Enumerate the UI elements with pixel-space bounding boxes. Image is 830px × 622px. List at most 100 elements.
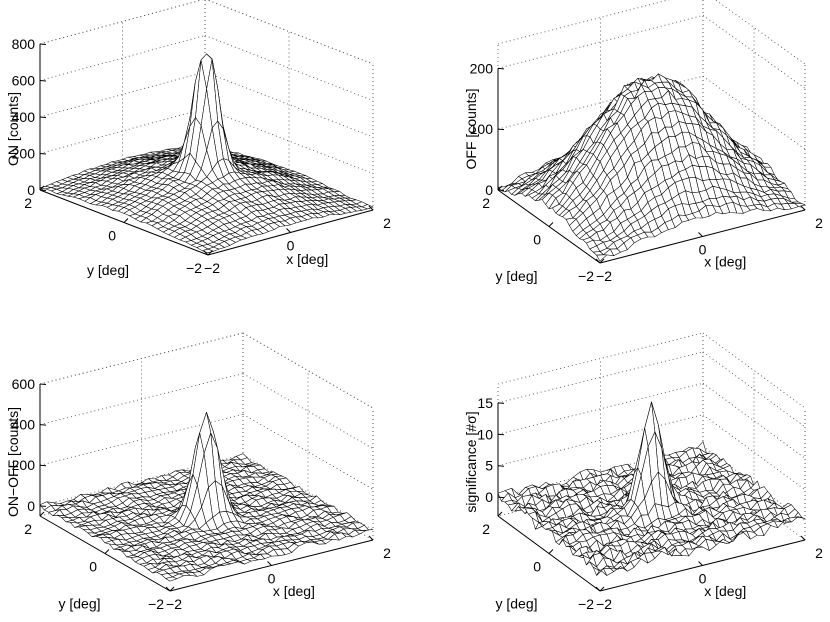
y-tick-label: 2 [482,195,490,211]
y-tick-label: 0 [108,228,116,244]
z-tick-mark-2 [39,424,47,426]
z-tick-label: 0 [485,489,493,505]
y-axis-label: y [deg] [495,268,537,284]
z-tick-label: 15 [477,395,493,411]
z-tick-label: 200 [470,60,494,76]
mesh-cell [165,576,178,582]
grid-z-line-right-4 [206,0,374,65]
x-tick-mark-1 [286,228,291,233]
grid-z-line-left-1 [497,414,704,467]
x-axis-label: x [deg] [286,251,328,267]
x-tick-mark-2 [368,535,374,541]
y-tick-label: 2 [24,521,32,537]
z-axis-label: OFF [counts] [463,89,479,170]
grid-z-line-right-2 [702,382,806,459]
z-axis-label: significance [#σ] [463,411,479,512]
z-tick-label: 100 [470,121,494,137]
y-tick-label: 0 [89,559,97,575]
z-tick-label: 600 [12,73,36,89]
y-tick-mark-0 [497,185,503,191]
mesh-on_minus_off [39,412,374,582]
grid-z-line-left-2 [497,382,704,435]
z-tick-label: 0 [27,182,35,198]
x-tick-mark-2 [368,205,374,211]
z-tick-mark-4 [39,43,47,45]
y-tick-label: 0 [533,559,541,575]
z-tick-label: 0 [485,182,493,198]
x-axis-label: x [deg] [704,254,746,270]
grid-top-right-edge [702,332,806,409]
y-tick-mark-2 [599,258,605,264]
grid-z-line-right-3 [702,351,806,428]
y-axis-label: y [deg] [495,595,537,611]
grid-z-line-left-2 [497,14,704,69]
y-tick-label: 2 [482,521,490,537]
z-tick-label: 200 [12,146,36,162]
z-tick-mark-0 [497,496,505,499]
x-axis-label: x [deg] [704,583,746,599]
y-tick-label: −2 [578,596,594,612]
grid-top-left-edge [497,0,670,45]
y-tick-mark-2 [599,586,605,592]
mesh-cell [596,254,608,262]
z-tick-mark-3 [39,383,47,385]
z-tick-label: 200 [12,457,36,473]
z-axis-label: ON [counts] [5,92,21,166]
z-tick-mark-0 [497,189,505,191]
y-tick-label: 0 [533,232,541,248]
x-tick-mark-2 [800,535,806,541]
y-tick-label: −2 [148,596,164,612]
z-tick-mark-0 [39,189,47,191]
x-tick-mark-1 [267,561,272,566]
z-tick-mark-2 [39,116,47,118]
x-tick-label: 2 [383,215,391,231]
x-tick-mark-2 [800,205,806,211]
y-tick-mark-0 [39,185,45,191]
z-tick-label: 800 [12,36,36,52]
grid-top-right-edge [206,0,374,65]
z-tick-mark-3 [497,402,505,404]
grid-z-line-left-0 [39,454,244,507]
y-tick-label: 2 [24,195,32,211]
x-tick-label: 0 [268,571,276,587]
y-tick-mark-1 [123,218,129,223]
axes-on_minus_off: 0 200 400 600 2 0 −2 −2 0 2 [12,376,391,612]
z-tick-mark-2 [497,433,505,436]
grid-top-left-edge [497,332,704,385]
grid-z-line-left-1 [39,413,244,466]
x-axis-label: x [deg] [273,583,315,599]
mesh-on [39,53,374,254]
y-tick-mark-0 [39,511,45,517]
z-tick-mark-1 [39,153,47,155]
grid-z-line-left-4 [39,0,204,45]
y-tick-label: −2 [186,260,202,276]
z-tick-mark-0 [39,505,47,507]
y-axis-label: y [deg] [58,595,100,611]
z-tick-label: 600 [12,376,36,392]
z-tick-label: 5 [485,458,493,474]
z-tick-label: 400 [12,109,36,125]
x-tick-label: −2 [596,268,612,284]
z-tick-mark-1 [497,128,505,131]
y-tick-mark-1 [548,222,554,227]
z-tick-label: 0 [27,498,35,514]
z-tick-mark-1 [497,465,505,467]
grid-z-line-left-1 [39,108,206,154]
z-tick-mark-1 [39,464,47,467]
z-tick-label: 10 [477,426,493,442]
y-tick-mark-1 [548,549,554,554]
y-tick-label: −2 [578,268,594,284]
x-tick-label: 0 [699,571,707,587]
y-tick-mark-2 [169,586,175,592]
y-tick-mark-0 [497,511,503,517]
y-tick-mark-1 [104,549,110,554]
x-tick-label: 2 [815,545,823,561]
